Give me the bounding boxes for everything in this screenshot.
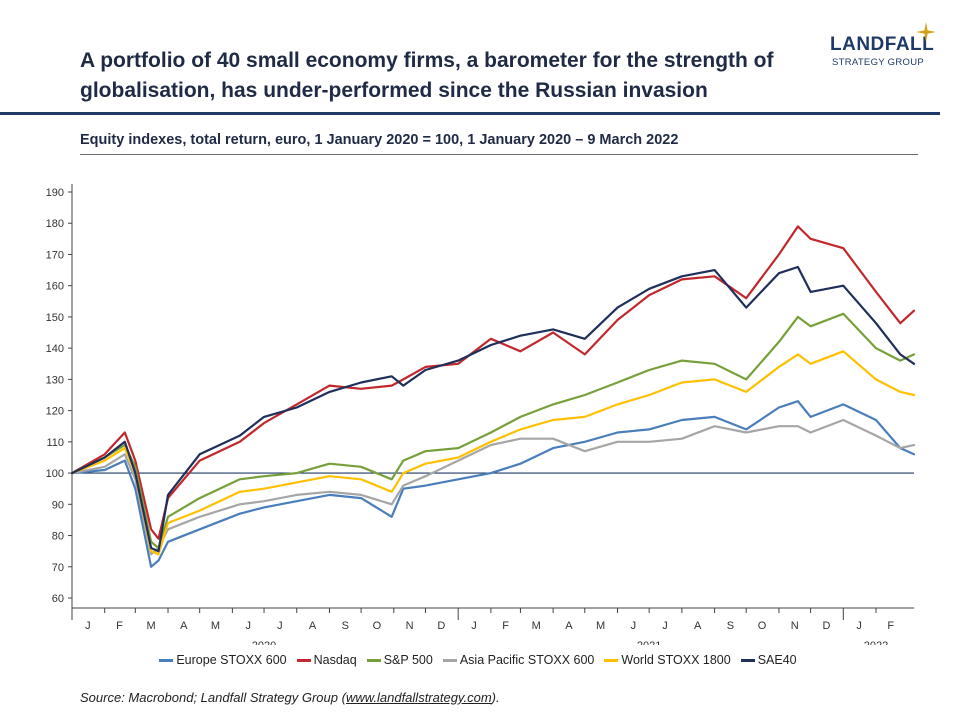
x-month-label: M [211,620,220,632]
y-tick-label: 160 [46,281,64,293]
legend-swatch [366,658,381,662]
series-line-1 [70,225,916,540]
legend-label: Nasdaq [313,653,357,667]
x-month-label: J [471,620,477,632]
y-tick-label: 100 [46,468,64,480]
logo-tagline: STRATEGY GROUP [832,57,925,68]
source-note: Source: Macrobond; Landfall Strategy Gro… [80,690,500,705]
x-year-label: 2020 [252,640,276,645]
x-month-label: N [791,620,799,632]
legend-item: Asia Pacific STOXX 600 [442,653,595,667]
x-month-label: O [758,620,767,632]
x-month-label: J [85,620,91,632]
y-tick-label: 80 [52,531,64,543]
x-month-label: A [180,620,188,632]
y-tick-label: 70 [52,562,64,574]
legend-item: Europe STOXX 600 [159,653,287,667]
x-month-label: A [694,620,702,632]
series-line-0 [70,400,916,568]
legend-swatch [740,658,755,662]
x-month-label: M [147,620,156,632]
y-tick-label: 150 [46,312,64,324]
x-month-label: A [565,620,573,632]
x-month-label: J [856,620,862,632]
legend-item: S&P 500 [366,653,433,667]
y-tick-label: 60 [52,593,64,605]
legend-swatch [296,658,311,662]
subtitle-rule [80,154,918,155]
legend-label: SAE40 [757,653,797,667]
legend-swatch [159,658,174,662]
y-tick-label: 190 [46,187,64,199]
y-tick-label: 120 [46,406,64,418]
y-tick-label: 140 [46,343,64,355]
chart-subtitle: Equity indexes, total return, euro, 1 Ja… [80,132,679,148]
legend-item: World STOXX 1800 [604,653,731,667]
x-month-label: J [277,620,283,632]
legend-label: Europe STOXX 600 [176,653,287,667]
legend-swatch [442,658,457,662]
landfall-logo: LANDFALL STRATEGY GROUP [820,22,940,78]
series-line-2 [70,312,916,550]
source-suffix: ). [491,690,500,705]
logo-wordmark: LANDFALL [830,34,935,55]
y-tick-label: 170 [46,249,64,261]
x-month-label: D [822,620,830,632]
legend-item: Nasdaq [296,653,357,667]
y-tick-label: 180 [46,218,64,230]
series-line-5 [70,265,916,553]
x-month-label: M [596,620,605,632]
series-line-4 [70,350,916,556]
x-year-label: 2021 [637,640,661,645]
x-month-label: M [532,620,541,632]
legend-label: World STOXX 1800 [621,653,731,667]
legend-swatch [604,658,619,662]
x-month-label: N [406,620,414,632]
x-month-label: J [245,620,251,632]
x-month-label: S [342,620,349,632]
x-month-label: J [631,620,637,632]
y-tick-label: 130 [46,374,64,386]
x-month-label: O [373,620,382,632]
x-month-label: F [116,620,123,632]
legend-label: Asia Pacific STOXX 600 [459,653,595,667]
y-tick-label: 110 [46,437,64,449]
legend-label: S&P 500 [383,653,433,667]
legend-item: SAE40 [740,653,797,667]
star-icon [916,22,936,42]
header-rule [0,112,940,115]
line-chart: 60 70 80 90 100 110 120 130 140 150 160 170 180 190 J F… [46,184,916,645]
source-link[interactable]: www.landfallstrategy.com [345,690,492,705]
source-prefix: Source: Macrobond; Landfall Strategy Gro… [80,690,346,705]
chart-legend: Europe STOXX 600 Nasdaq S&P 500 Asia Pacifi… [0,653,960,667]
x-month-label: D [437,620,445,632]
x-month-label: F [887,620,894,632]
chart-title: A portfolio of 40 small economy firms, a… [80,49,774,102]
x-month-label: J [662,620,668,632]
x-year-label: 2022 [864,640,888,645]
x-month-label: F [502,620,509,632]
x-month-label: S [727,620,734,632]
y-tick-label: 90 [52,499,64,511]
x-month-label: A [309,620,317,632]
